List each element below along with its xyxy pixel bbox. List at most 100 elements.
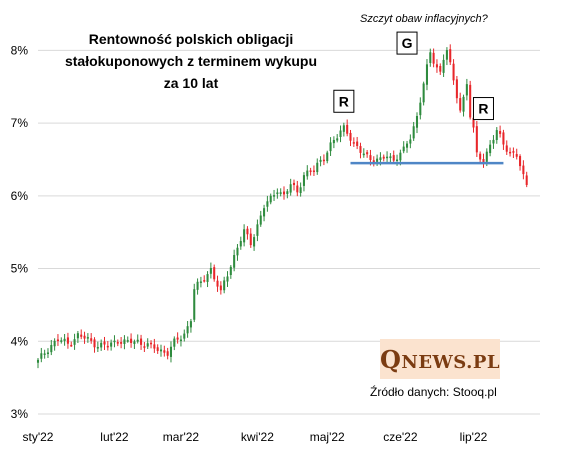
candle-body xyxy=(93,339,96,348)
x-tick-label: lut'22 xyxy=(100,430,129,444)
x-tick-label: lip'22 xyxy=(460,430,488,444)
candle-body xyxy=(349,132,352,141)
candle-body xyxy=(412,126,415,139)
candle-body xyxy=(515,154,518,157)
candle-body xyxy=(209,268,212,274)
candle-body xyxy=(223,280,226,291)
candle-body xyxy=(140,338,143,345)
candle-body xyxy=(153,344,156,349)
candle-body xyxy=(415,115,419,128)
candle-body xyxy=(123,339,126,344)
pattern-label-box xyxy=(396,31,418,55)
candle-body xyxy=(106,345,109,348)
candle-body xyxy=(336,138,339,141)
candle-body xyxy=(80,334,83,337)
candle-body xyxy=(216,280,219,287)
candle-body xyxy=(432,52,435,64)
candle-body xyxy=(219,285,222,291)
candle-body xyxy=(130,338,133,343)
y-tick-label: 8% xyxy=(11,43,29,57)
candles xyxy=(36,44,528,369)
candle-body xyxy=(502,132,505,145)
candle-body xyxy=(472,117,475,128)
grid-lines xyxy=(38,49,540,415)
y-tick-label: 4% xyxy=(11,334,29,348)
candle-body xyxy=(522,165,525,175)
candle-body xyxy=(86,337,89,339)
candle-body xyxy=(425,64,428,85)
candle-body xyxy=(263,208,266,217)
candle-body xyxy=(452,63,455,81)
candle-body xyxy=(309,170,312,172)
candle-body xyxy=(332,139,335,144)
logo-rest: NEWS.PL xyxy=(401,351,501,373)
candle-body xyxy=(63,338,66,341)
candle-body xyxy=(519,156,522,167)
candle-body xyxy=(356,141,359,147)
candle-body xyxy=(399,152,402,161)
candle-body xyxy=(193,289,196,320)
candle-body xyxy=(169,346,173,357)
candle-body xyxy=(302,175,305,186)
candle-body xyxy=(226,276,229,282)
candle-body xyxy=(435,64,438,68)
candle-body xyxy=(116,342,119,344)
candle-body xyxy=(159,349,163,352)
candle-body xyxy=(322,159,325,162)
candle-body xyxy=(233,255,236,268)
candle-body xyxy=(462,96,465,112)
y-tick-label: 6% xyxy=(11,189,29,203)
candle-body xyxy=(150,342,153,345)
pattern-label: R xyxy=(478,101,488,117)
candle-body xyxy=(70,344,73,347)
candle-body xyxy=(100,342,103,348)
candle-body xyxy=(40,353,43,359)
candle-body xyxy=(485,151,488,162)
candle-body xyxy=(143,346,146,348)
y-tick-label: 3% xyxy=(11,407,29,421)
candle-body xyxy=(422,83,425,103)
candle-body xyxy=(199,281,202,283)
candle-body xyxy=(499,131,502,134)
candle-body xyxy=(392,155,395,161)
candle-body xyxy=(396,159,399,161)
candle-body xyxy=(206,274,209,282)
x-axis-labels: sty'22 lut'22 mar'22 kwi'22 maj'22 cze'22 lip'… xyxy=(23,430,488,444)
candle-body xyxy=(213,267,216,280)
candle-body xyxy=(286,191,289,194)
chart-title-line-2: stałokuponowych z terminem wykupu xyxy=(64,53,318,69)
candle-body xyxy=(259,215,262,225)
candle-body xyxy=(482,159,485,163)
candle-body xyxy=(459,98,462,111)
qnews-logo-text: QNEWS.PL xyxy=(380,345,500,374)
candle-body xyxy=(442,59,445,73)
candle-body xyxy=(43,353,46,355)
candle-body xyxy=(103,341,106,345)
y-axis-labels: 3% 4% 5% 6% 7% 8% xyxy=(11,43,29,421)
candle-body xyxy=(173,338,176,347)
candle-body xyxy=(386,156,389,159)
x-tick-label: sty'22 xyxy=(23,430,54,444)
y-tick-label: 7% xyxy=(11,116,29,130)
candle-body xyxy=(312,170,315,172)
candle-body xyxy=(243,229,246,243)
annotation-peak: Szczyt obaw inflacyjnych? xyxy=(360,13,488,25)
candle-body xyxy=(489,144,492,154)
candle-body xyxy=(53,340,56,347)
chart-overlay: R G R xyxy=(333,31,504,165)
candle-body xyxy=(292,182,296,186)
candle-body xyxy=(163,350,166,353)
candle-body xyxy=(239,240,242,247)
candle-body xyxy=(179,339,182,342)
candle-body xyxy=(246,228,249,235)
y-tick-label: 5% xyxy=(11,262,29,276)
candle-body xyxy=(273,195,276,197)
candle-body xyxy=(36,359,40,363)
candle-body xyxy=(96,347,99,349)
candle-body xyxy=(445,50,448,60)
candle-body xyxy=(120,342,123,344)
candle-body xyxy=(279,192,282,194)
candle-body xyxy=(329,142,332,152)
candle-body xyxy=(376,158,379,162)
